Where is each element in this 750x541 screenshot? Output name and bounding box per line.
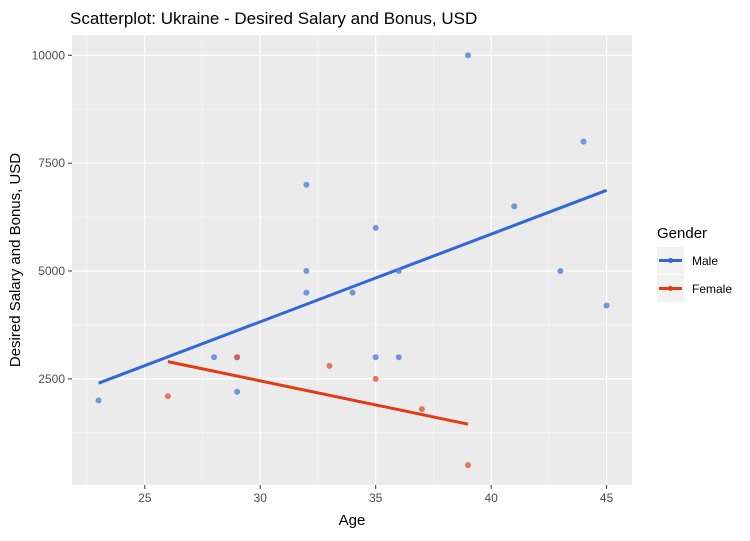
male-point xyxy=(557,268,564,275)
x-tick-label: 30 xyxy=(254,491,268,505)
male-point xyxy=(211,354,218,361)
female-point xyxy=(326,362,333,369)
female-point xyxy=(164,393,171,400)
male-point xyxy=(395,354,402,361)
legend-label-male: Male xyxy=(692,254,718,268)
female-point xyxy=(418,406,425,413)
male-regression-line xyxy=(98,188,608,385)
male-point xyxy=(303,289,310,296)
female-regression-line xyxy=(167,360,469,426)
x-tick-label: 45 xyxy=(600,491,614,505)
legend: Gender Male Female xyxy=(657,225,732,302)
male-point xyxy=(349,289,356,296)
male-point xyxy=(372,224,379,231)
x-tick-label: 35 xyxy=(369,491,383,505)
x-tick-label: 25 xyxy=(138,491,152,505)
x-tick-label: 40 xyxy=(484,491,498,505)
legend-title: Gender xyxy=(657,225,707,242)
male-point xyxy=(395,268,402,275)
legend-point-male xyxy=(668,258,673,263)
male-point xyxy=(465,52,472,59)
legend-label-female: Female xyxy=(692,282,732,296)
male-point xyxy=(303,181,310,188)
male-point xyxy=(603,302,610,309)
y-tick-label: 10000 xyxy=(32,48,66,62)
female-point xyxy=(465,462,472,469)
female-point xyxy=(234,354,241,361)
male-point xyxy=(511,203,518,210)
male-point xyxy=(234,388,241,395)
female-point xyxy=(372,375,379,382)
male-point xyxy=(580,138,587,145)
male-point xyxy=(372,354,379,361)
legend-point-female xyxy=(668,286,673,291)
y-tick-label: 5000 xyxy=(38,264,65,278)
chart-title: Scatterplot: Ukraine - Desired Salary an… xyxy=(70,9,477,28)
male-point xyxy=(95,397,102,404)
x-axis-label: Age xyxy=(339,512,366,529)
plot-panel xyxy=(72,35,632,485)
male-point xyxy=(303,268,310,275)
y-axis-label: Desired Salary and Bonus, USD xyxy=(7,153,24,367)
y-tick-label: 7500 xyxy=(38,156,65,170)
y-tick-label: 2500 xyxy=(38,372,65,386)
